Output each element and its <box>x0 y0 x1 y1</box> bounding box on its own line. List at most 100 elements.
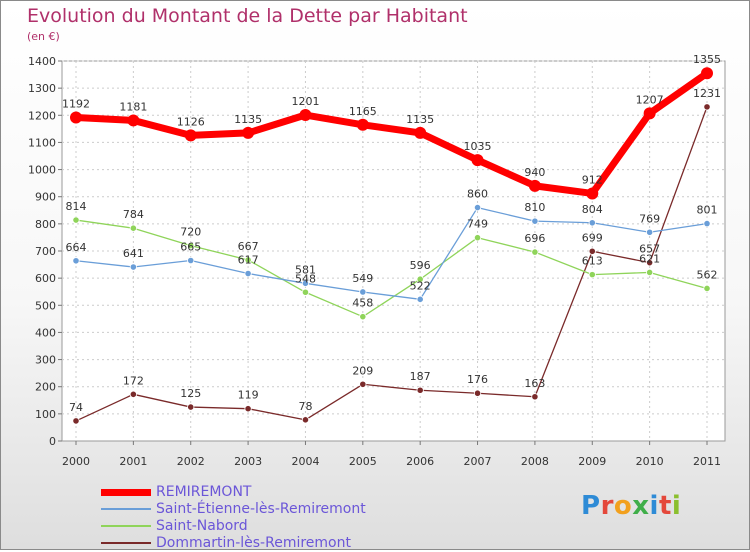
data-label: 1355 <box>693 53 721 66</box>
y-tick-label: 1300 <box>28 82 56 95</box>
data-point <box>299 109 312 122</box>
unit-label: (en €) <box>27 30 60 43</box>
data-label: 176 <box>467 373 488 386</box>
y-tick-label: 800 <box>35 218 56 231</box>
data-label: 119 <box>238 389 259 402</box>
data-point <box>187 256 195 265</box>
data-label: 1126 <box>177 115 205 128</box>
series-line-1 <box>75 206 708 300</box>
data-label: 667 <box>238 240 259 253</box>
data-point <box>127 114 140 127</box>
x-tick-label: 2009 <box>578 455 606 468</box>
data-point <box>129 390 137 398</box>
x-tick-label: 2005 <box>349 455 377 468</box>
data-label: 1135 <box>234 113 262 126</box>
data-point <box>646 228 654 236</box>
data-label: 801 <box>697 204 718 217</box>
data-point <box>416 386 424 394</box>
y-tick-label: 1200 <box>28 109 56 122</box>
legend-label: Saint-Nabord <box>156 518 248 534</box>
data-label: 1207 <box>636 93 664 106</box>
data-point <box>129 224 137 232</box>
x-tick-label: 2000 <box>62 455 90 468</box>
data-point <box>646 268 654 277</box>
y-tick-label: 900 <box>35 191 56 204</box>
data-point <box>701 67 713 80</box>
data-point <box>244 405 252 413</box>
proxiti-logo: Proxiti <box>581 491 681 521</box>
data-point <box>473 234 482 242</box>
data-point <box>184 129 197 142</box>
series-line-0 <box>72 69 711 197</box>
data-label: 581 <box>295 263 316 276</box>
y-tick-label: 600 <box>35 272 56 285</box>
data-label: 617 <box>238 254 259 267</box>
y-tick-label: 1400 <box>28 55 56 68</box>
data-point <box>531 393 539 401</box>
x-tick-label: 2007 <box>464 455 492 468</box>
y-tick-label: 200 <box>35 381 56 394</box>
data-label: 696 <box>524 232 545 245</box>
y-tick-label: 300 <box>35 354 56 367</box>
x-tick-label: 2008 <box>521 455 549 468</box>
y-tick-label: 400 <box>35 326 56 339</box>
data-point <box>359 313 367 321</box>
data-point <box>301 416 310 424</box>
data-label: 209 <box>352 364 373 377</box>
data-label: 664 <box>66 241 87 254</box>
data-label: 749 <box>467 218 488 231</box>
data-label: 596 <box>410 259 431 272</box>
data-label: 613 <box>582 255 603 268</box>
y-tick-label: 0 <box>49 435 56 448</box>
data-point <box>244 256 252 264</box>
logo-letter: o <box>613 491 633 521</box>
data-point <box>588 219 596 227</box>
data-point <box>646 259 654 267</box>
chart-title: Evolution du Montant de la Dette par Hab… <box>27 5 468 27</box>
data-point <box>72 257 80 265</box>
data-point <box>242 126 255 139</box>
data-point <box>416 295 424 303</box>
data-label: 1135 <box>406 113 434 126</box>
legend-swatch <box>101 542 151 544</box>
data-label: 860 <box>467 188 488 201</box>
data-point <box>356 118 369 131</box>
data-point <box>588 247 596 255</box>
logo-letter: r <box>600 491 614 521</box>
data-label: 769 <box>639 212 660 225</box>
series-line-2 <box>75 219 708 318</box>
data-label: 912 <box>582 173 603 186</box>
data-point <box>301 288 310 296</box>
data-point <box>187 403 195 411</box>
legend-swatch <box>101 525 151 527</box>
logo-letter: t <box>658 491 672 521</box>
data-point <box>643 107 656 120</box>
legend-label: REMIREMONT <box>156 484 252 500</box>
data-label: 814 <box>66 200 87 213</box>
x-tick-label: 2004 <box>291 455 319 468</box>
y-tick-label: 500 <box>35 299 56 312</box>
x-tick-label: 2002 <box>177 455 205 468</box>
y-tick-label: 700 <box>35 245 56 258</box>
data-point <box>703 284 711 293</box>
data-point <box>473 389 482 397</box>
x-tick-label: 2010 <box>636 455 664 468</box>
y-tick-label: 1000 <box>28 164 56 177</box>
x-tick-label: 2006 <box>406 455 434 468</box>
x-tick-label: 2003 <box>234 455 262 468</box>
logo-letter: i <box>649 491 659 521</box>
data-label: 720 <box>180 226 201 239</box>
data-label: 621 <box>639 252 660 265</box>
data-label: 549 <box>352 272 373 285</box>
data-label: 78 <box>298 400 312 413</box>
y-tick-label: 1100 <box>28 136 56 149</box>
data-label: 1035 <box>464 140 492 153</box>
data-point <box>531 217 539 225</box>
data-label: 163 <box>524 377 545 390</box>
data-label: 1192 <box>62 97 90 110</box>
y-tick-label: 100 <box>35 408 56 421</box>
data-point <box>588 271 596 279</box>
logo-letter: P <box>581 491 601 521</box>
data-point <box>531 248 539 256</box>
